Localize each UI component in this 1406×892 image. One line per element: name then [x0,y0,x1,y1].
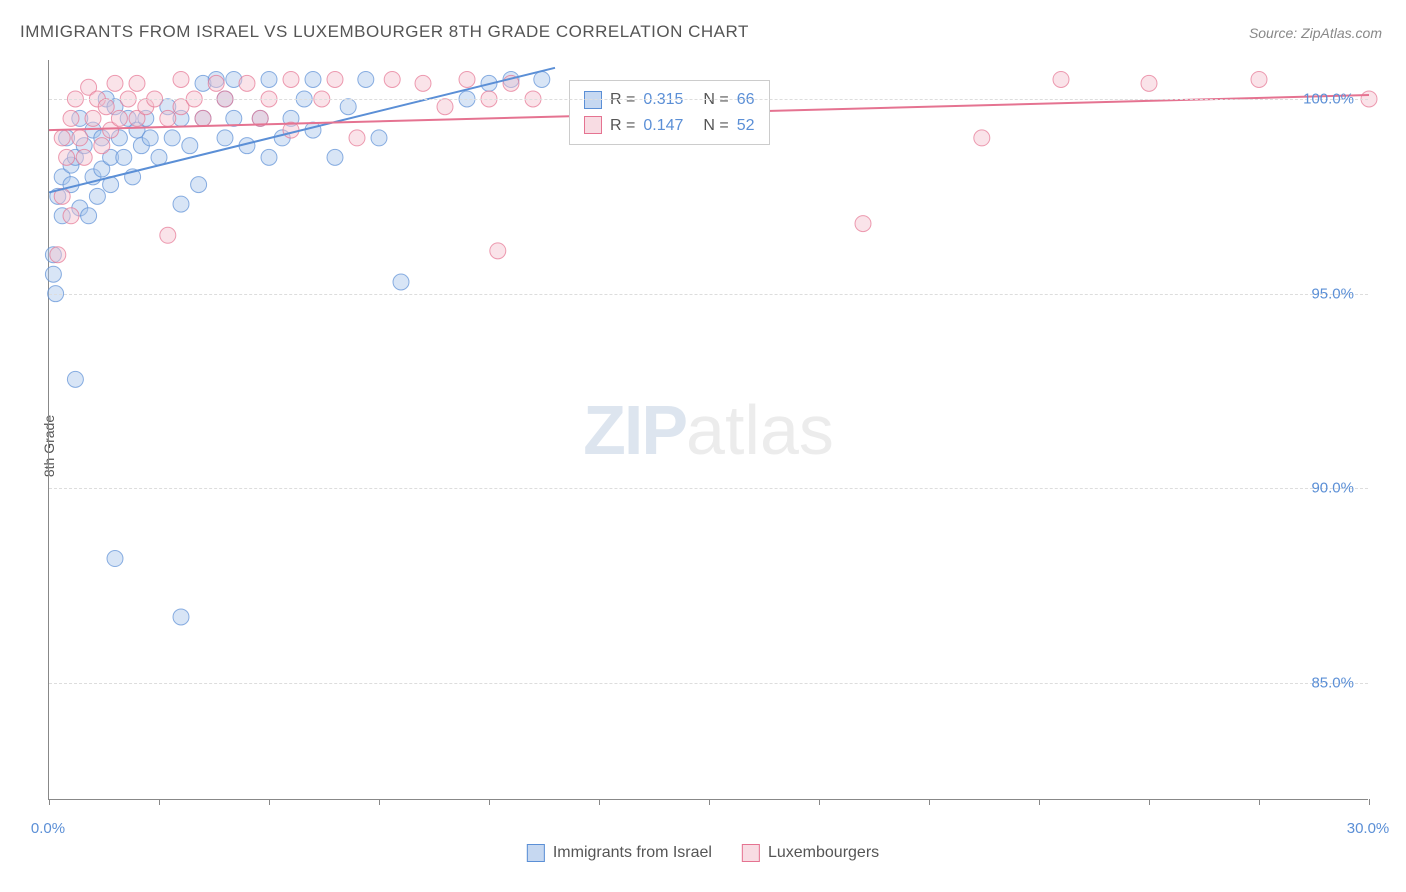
x-tick [929,799,930,805]
series-legend: Immigrants from Israel Luxembourgers [527,844,879,862]
data-point [191,177,207,193]
data-point [340,99,356,115]
data-point [173,609,189,625]
regression-line [49,68,555,193]
data-point [974,130,990,146]
x-tick-label: 0.0% [31,820,65,837]
x-tick [709,799,710,805]
data-point [182,138,198,154]
legend-row: R = 0.147 N = 52 [584,113,755,139]
data-point [45,266,61,282]
y-tick-label: 95.0% [1311,285,1354,302]
data-point [76,149,92,165]
legend-swatch [742,844,760,862]
data-point [98,99,114,115]
data-point [327,149,343,165]
data-point [54,130,70,146]
data-point [208,75,224,91]
data-point [305,122,321,138]
data-point [1053,71,1069,87]
data-point [305,71,321,87]
r-label: R = [610,113,635,139]
data-point [50,247,66,263]
x-tick [49,799,50,805]
data-point [393,274,409,290]
data-point [116,149,132,165]
data-point [415,75,431,91]
data-point [283,71,299,87]
x-tick [379,799,380,805]
x-tick [159,799,160,805]
data-point [111,110,127,126]
y-tick-label: 90.0% [1311,480,1354,497]
data-point [855,216,871,232]
n-label: N = [703,113,728,139]
data-point [81,208,97,224]
plot-area: ZIPatlas R =0.315N =66R =0.147N =52 85.0… [48,60,1368,800]
chart-svg [49,60,1368,799]
x-tick [819,799,820,805]
x-tick [599,799,600,805]
data-point [59,149,75,165]
x-tick [1259,799,1260,805]
data-point [459,71,475,87]
data-point [94,138,110,154]
correlation-legend: R =0.315N =66R =0.147N =52 [569,80,770,145]
data-point [107,75,123,91]
x-tick [1149,799,1150,805]
data-point [226,110,242,126]
data-point [173,196,189,212]
x-tick [269,799,270,805]
data-point [261,71,277,87]
series-label: Immigrants from Israel [553,844,712,862]
y-tick-label: 85.0% [1311,675,1354,692]
data-point [239,75,255,91]
legend-swatch [584,116,602,134]
n-value: 52 [737,113,755,139]
data-point [160,227,176,243]
data-point [490,243,506,259]
gridline [49,488,1368,489]
data-point [67,371,83,387]
data-point [358,71,374,87]
data-point [534,71,550,87]
data-point [173,71,189,87]
data-point [327,71,343,87]
x-tick [1369,799,1370,805]
data-point [142,130,158,146]
data-point [195,110,211,126]
data-point [217,130,233,146]
series-label: Luxembourgers [768,844,879,862]
gridline [49,683,1368,684]
data-point [89,188,105,204]
data-point [384,71,400,87]
data-point [72,130,88,146]
series-legend-item: Immigrants from Israel [527,844,712,862]
gridline [49,99,1368,100]
data-point [1251,71,1267,87]
r-value: 0.147 [643,113,683,139]
data-point [85,110,101,126]
series-legend-item: Luxembourgers [742,844,879,862]
data-point [107,551,123,567]
data-point [160,110,176,126]
x-tick [489,799,490,805]
y-tick-label: 100.0% [1303,90,1354,107]
data-point [1141,75,1157,91]
data-point [63,110,79,126]
data-point [371,130,387,146]
data-point [164,130,180,146]
x-tick-label: 30.0% [1347,820,1390,837]
legend-swatch [527,844,545,862]
x-tick [1039,799,1040,805]
data-point [63,208,79,224]
source-attribution: Source: ZipAtlas.com [1249,25,1382,41]
data-point [129,75,145,91]
chart-title: IMMIGRANTS FROM ISRAEL VS LUXEMBOURGER 8… [20,22,749,42]
data-point [437,99,453,115]
data-point [349,130,365,146]
data-point [261,149,277,165]
gridline [49,294,1368,295]
